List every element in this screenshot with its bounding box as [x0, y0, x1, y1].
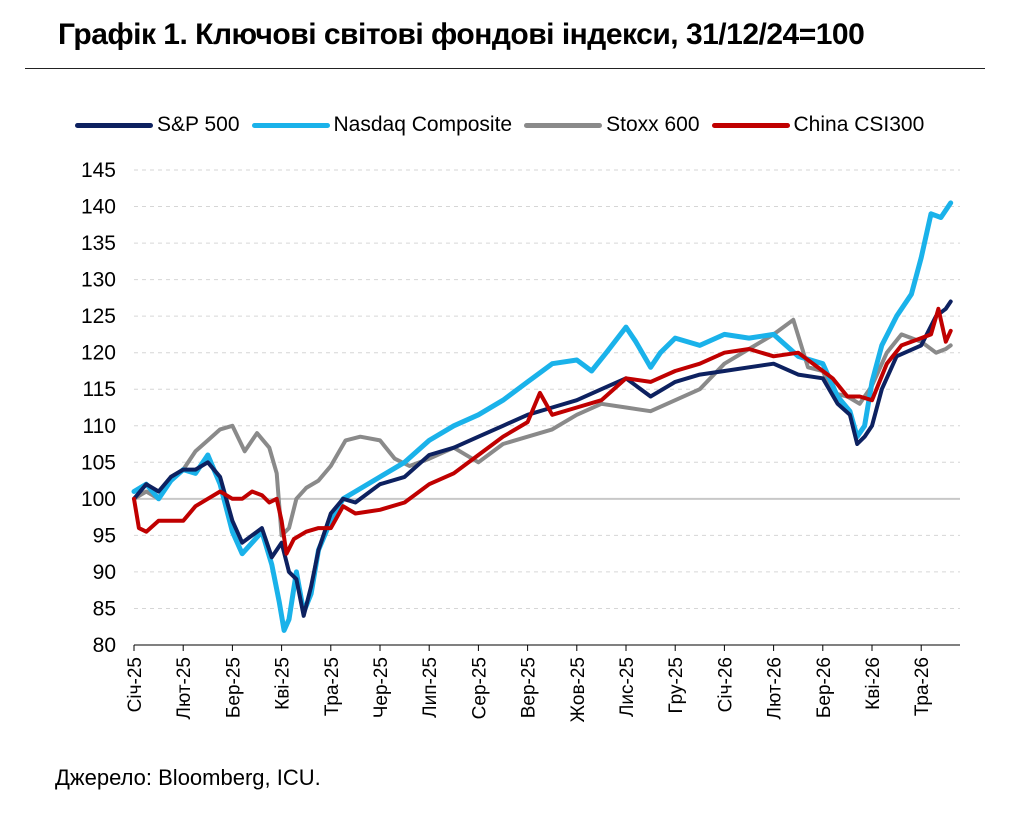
- x-tick-label: Гру-25: [666, 657, 687, 714]
- series-line-csi300: [132, 306, 953, 556]
- x-tick-label: Бер-25: [223, 657, 244, 718]
- y-tick-label: 115: [83, 378, 116, 401]
- x-tick-label: Сер-25: [469, 657, 490, 719]
- x-axis: Січ-25 Лют-25 Бер-25 Кві-25 Тра-25 Чер-25 Лип-…: [125, 644, 960, 722]
- x-tick-label: Тра-25: [322, 657, 343, 716]
- line-chart: 80 85 90 95 100 105 110 115 120 125 130 135 140 145 С…: [81, 159, 960, 722]
- x-tick-label: Вер-25: [519, 657, 540, 718]
- x-tick-label: Бер-26: [814, 657, 835, 718]
- series-line-sp500: [132, 299, 953, 618]
- y-tick-label: 80: [93, 634, 116, 657]
- y-tick-label: 110: [83, 415, 116, 438]
- legend-label-sp500: S&P 500: [157, 113, 240, 136]
- legend-swatch-csi300: [711, 122, 790, 128]
- legend-swatch-nasdaq: [251, 122, 330, 128]
- x-tick-label: Січ-25: [125, 657, 146, 712]
- legend-label-stoxx600: Stoxx 600: [606, 113, 700, 136]
- y-tick-label: 135: [81, 232, 116, 255]
- legend-item-sp500: S&P 500: [75, 113, 240, 137]
- series-lines: [131, 200, 954, 633]
- x-tick-label: Тра-26: [912, 657, 933, 716]
- x-tick-label: Лип-25: [420, 657, 441, 718]
- y-tick-label: 90: [93, 561, 116, 584]
- y-tick-label: 120: [81, 342, 116, 365]
- x-tick-label: Кві-25: [273, 657, 294, 710]
- legend-label-csi300: China CSI300: [793, 113, 925, 136]
- chart-legend: S&P 500 Nasdaq Composite Stoxx 600 China…: [75, 110, 936, 140]
- y-tick-label: 140: [81, 196, 116, 219]
- y-tick-label: 95: [93, 524, 116, 547]
- x-tick-label: Кві-26: [863, 657, 884, 710]
- x-tick-label: Лют-25: [174, 657, 195, 719]
- x-tick-label: Лис-25: [617, 657, 638, 717]
- y-tick-label: 100: [81, 488, 116, 511]
- x-tick-label: Жов-25: [568, 657, 589, 722]
- x-tick-label: Чер-25: [371, 657, 392, 718]
- x-tick-label: Січ-26: [715, 657, 736, 712]
- legend-swatch-stoxx600: [524, 122, 603, 128]
- title-divider: [25, 68, 985, 69]
- source-note: Джерело: Bloomberg, ICU.: [55, 765, 321, 790]
- legend-item-nasdaq: Nasdaq Composite: [251, 113, 513, 137]
- legend-swatch-sp500: [75, 122, 153, 128]
- series-line-nasdaq: [131, 200, 954, 633]
- y-tick-label: 130: [81, 269, 116, 292]
- y-tick-label: 85: [93, 597, 116, 620]
- x-tick-label: Лют-26: [765, 657, 786, 719]
- y-tick-label: 105: [81, 451, 116, 474]
- legend-label-nasdaq: Nasdaq Composite: [333, 113, 513, 136]
- y-axis: 80 85 90 95 100 105 110 115 120 125 130 135 140 145: [81, 159, 116, 657]
- legend-item-csi300: China CSI300: [711, 113, 925, 137]
- chart-title: Графік 1. Ключові світові фондові індекс…: [58, 18, 865, 51]
- series-line-stoxx600: [132, 317, 953, 538]
- legend-item-stoxx600: Stoxx 600: [524, 113, 700, 137]
- y-tick-label: 125: [81, 305, 116, 328]
- y-tick-label: 145: [81, 159, 116, 182]
